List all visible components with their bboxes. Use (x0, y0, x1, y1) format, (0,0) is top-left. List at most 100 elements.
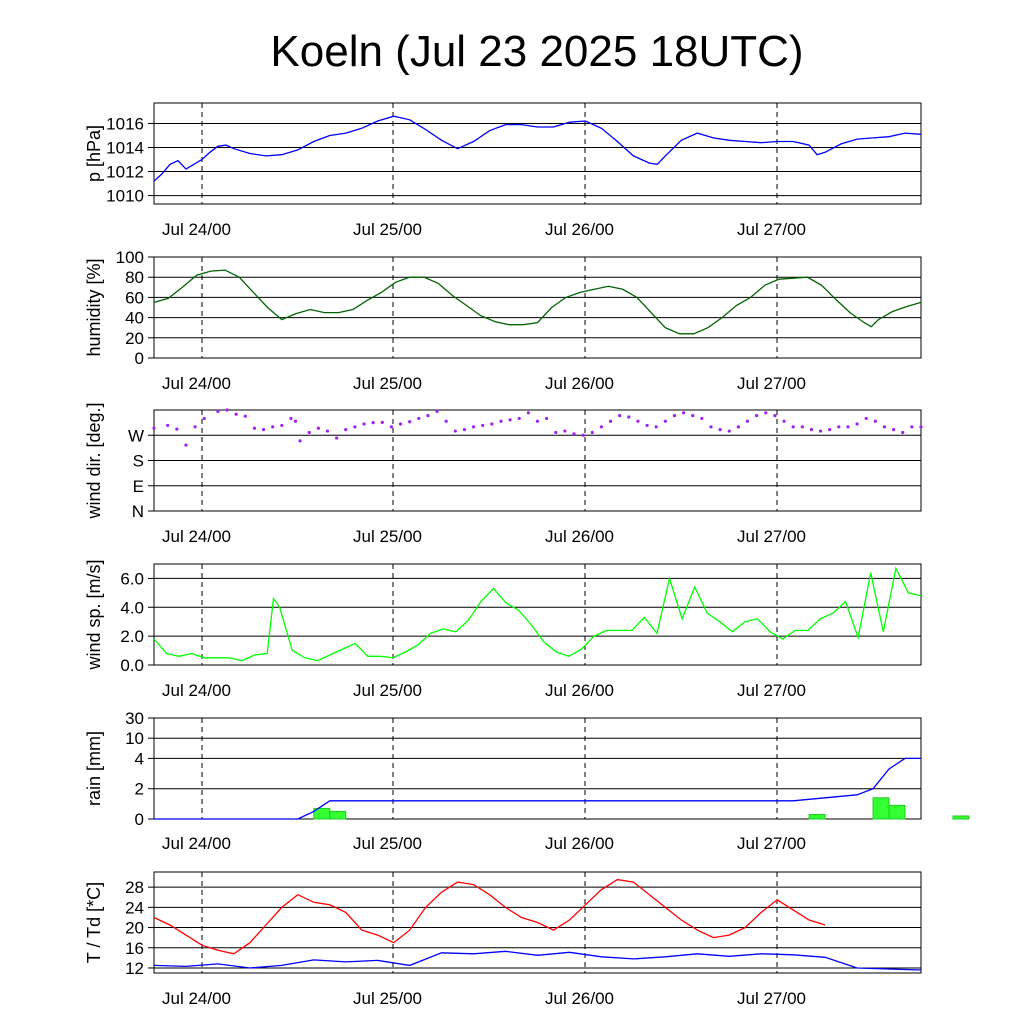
y-axis-label: wind sp. [m/s] (84, 559, 104, 670)
wind-dir-point (216, 409, 220, 414)
wind-dir-point (166, 423, 170, 428)
y-tick-label: 6.0 (120, 569, 144, 588)
x-tick-label: Jul 27/00 (737, 989, 806, 1008)
wind-dir-point (627, 415, 631, 419)
rain-bar (808, 813, 826, 820)
wind-dir-point (335, 436, 339, 440)
wind-dir-point (709, 425, 713, 429)
wind-dir-point (298, 439, 302, 443)
x-tick-label: Jul 24/00 (162, 527, 231, 546)
y-axis-label: T / Td [*C] (84, 882, 104, 963)
y-tick-label: 4.0 (120, 598, 144, 617)
wind-dir-point (526, 411, 530, 415)
x-tick-label: Jul 25/00 (353, 989, 422, 1008)
wind-dir-point (645, 423, 649, 428)
y-tick-label: 60 (125, 288, 144, 307)
y-tick-label: 28 (125, 878, 144, 897)
wind-dir-point (718, 428, 722, 432)
wind-dir-point (892, 428, 896, 432)
wind-dir-point (508, 418, 512, 422)
wind-dir-point (873, 419, 877, 423)
wind-dir-point (225, 408, 229, 412)
wind-dir-point (517, 416, 521, 421)
x-tick-label: Jul 27/00 (737, 220, 806, 239)
wind-dir-point (554, 430, 558, 435)
wind-dir-point (535, 419, 540, 423)
wind-dir-point (663, 419, 667, 423)
y-tick-label: 10 (125, 729, 144, 748)
wind-dir-point (736, 425, 740, 429)
wind-dir-point (193, 425, 197, 429)
y-tick-label: 0 (135, 810, 144, 829)
wind-dir-point (864, 416, 868, 421)
wind-dir-point (791, 425, 795, 429)
y-tick-label: 12 (125, 959, 144, 978)
y-tick-label: 80 (125, 268, 144, 287)
wind-dir-point (672, 414, 677, 418)
wind-dir-point (444, 419, 448, 423)
wind-dir-point (398, 422, 403, 426)
x-tick-label: Jul 24/00 (162, 220, 231, 239)
y-tick-label: 2 (135, 780, 144, 799)
plot-frame (153, 256, 922, 359)
wind-dir-point (782, 419, 786, 423)
wind-dir-point (243, 414, 247, 418)
x-tick-label: Jul 26/00 (545, 374, 614, 393)
wind-dir-point (809, 428, 814, 432)
x-tick-label: Jul 26/00 (545, 834, 614, 853)
wind-dir-point (462, 428, 467, 432)
wind-dir-point (773, 414, 777, 418)
y-tick-label: E (133, 477, 144, 496)
y-axis-label: humidity [%] (84, 258, 104, 356)
wind-dir-point (184, 443, 188, 447)
wind-dir-point (353, 425, 357, 429)
x-tick-label: Jul 27/00 (737, 527, 806, 546)
wind-dir-point (618, 414, 622, 418)
wind-dir-point (755, 414, 759, 418)
wind-dir-point (800, 425, 804, 429)
wind-dir-point (371, 421, 375, 425)
x-tick-label: Jul 25/00 (353, 220, 422, 239)
rain-bar (952, 815, 970, 820)
x-tick-label: Jul 24/00 (162, 834, 231, 853)
y-tick-label: 0.0 (120, 656, 144, 675)
wind-dir-point (471, 425, 476, 429)
series-line-2 (153, 950, 922, 971)
wind-dir-point (745, 419, 750, 423)
y-axis-label: wind dir. [deg.] (84, 402, 104, 519)
wind-dir-point (590, 430, 594, 435)
wind-dir-point (362, 422, 366, 426)
x-tick-label: Jul 26/00 (545, 989, 614, 1008)
wind-dir-point (202, 416, 206, 421)
wind-dir-point (691, 414, 695, 418)
y-tick-label: 0 (135, 349, 144, 368)
wind-dir-point (837, 425, 841, 429)
rain-bar (888, 804, 906, 820)
y-tick-label: 4 (135, 749, 144, 768)
x-tick-label: Jul 27/00 (737, 834, 806, 853)
wind-dir-point (453, 429, 457, 433)
plot-frame (153, 717, 922, 820)
chart-title: Koeln (Jul 23 2025 18UTC) (270, 27, 803, 76)
series-line-1 (153, 115, 922, 182)
y-tick-label: 30 (125, 709, 144, 728)
wind-dir-point (563, 429, 567, 433)
wind-dir-point (572, 432, 576, 436)
wind-dir-point (855, 422, 859, 426)
y-axis-label: rain [mm] (84, 731, 104, 806)
y-axis-label: p [hPa] (84, 125, 104, 182)
x-tick-label: Jul 25/00 (353, 374, 422, 393)
wind-dir-point (581, 433, 585, 437)
wind-dir-point (700, 416, 704, 421)
wind-dir-point (152, 426, 156, 430)
rain-bar (329, 810, 347, 820)
x-tick-label: Jul 26/00 (545, 220, 614, 239)
wind-dir-point (818, 429, 823, 433)
y-tick-label: 40 (125, 309, 144, 328)
wind-dir-point (175, 427, 179, 431)
wind-dir-point (882, 425, 887, 429)
x-tick-label: Jul 27/00 (737, 681, 806, 700)
